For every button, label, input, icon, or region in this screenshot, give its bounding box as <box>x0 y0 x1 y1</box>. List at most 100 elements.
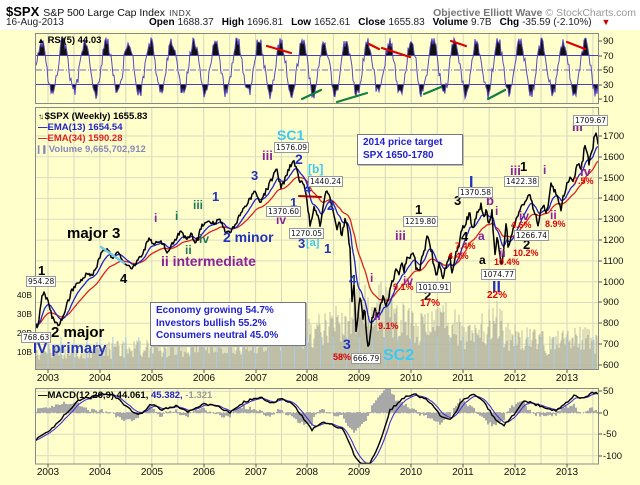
wave-annotation: 3 <box>298 236 306 251</box>
volume-axis-label: 40B <box>16 290 32 300</box>
wave-annotation: 2 <box>327 197 335 213</box>
symbol: $SPX <box>6 4 40 19</box>
wave-annotation: 1 <box>212 189 220 204</box>
x-axis-label: 2012 <box>503 467 527 478</box>
wave-annotation: i <box>495 204 499 218</box>
wave-annotation: 1 <box>324 241 332 256</box>
price-callout: 1709.67 <box>573 115 609 127</box>
wave-annotation: [b] <box>308 162 324 176</box>
brand-name: Objective Elliott Wave <box>433 7 543 19</box>
x-axis-label: 2013 <box>555 373 579 384</box>
quote-field-open: Open 1688.37 <box>149 17 214 28</box>
wave-annotation: [a] <box>306 237 320 249</box>
wave-annotation: a <box>478 229 485 243</box>
x-axis-label: 2005 <box>140 373 164 384</box>
y-axis-label: 1200 <box>603 235 625 246</box>
price-callout: 768.63 <box>21 332 52 344</box>
rsi-legend-label: RSI(5) 44.03 <box>47 35 102 46</box>
wave-annotation: 7.5% <box>573 176 594 186</box>
wave-annotation: 4 <box>120 271 128 286</box>
wave-annotation: ii <box>550 208 557 222</box>
wave-annotation: 1 <box>520 159 528 174</box>
price-target-box: 2014 price target SPX 1650-1780 <box>357 134 463 165</box>
wave-annotation: 3 <box>251 168 259 183</box>
ema13-line-icon: — <box>38 122 48 133</box>
y-axis-label: -100 <box>603 451 623 462</box>
wave-annotation: i <box>370 271 374 285</box>
rsi-legend: ▲ RSI(5) 44.03 <box>37 35 101 46</box>
x-axis-label: 2007 <box>244 467 268 478</box>
price-callout: 1074.77 <box>481 269 517 281</box>
quote-field-label: Volume <box>432 17 469 28</box>
wave-annotation: IV primary <box>33 340 107 357</box>
wave-annotation: i <box>175 209 179 223</box>
x-axis-label: 2006 <box>192 373 216 384</box>
x-axis-label: 2009 <box>347 467 371 478</box>
price-callout: 1576.09 <box>274 142 310 154</box>
x-axis-label: 2009 <box>347 373 371 384</box>
wave-annotation: iii <box>572 119 583 134</box>
wave-annotation: 2 major <box>51 324 105 341</box>
y-axis-label: 1300 <box>603 214 625 225</box>
wave-annotation: 22% <box>487 290 508 301</box>
y-axis-label: 900 <box>603 297 619 308</box>
quote-field-value: 1696.81 <box>246 17 284 28</box>
x-axis-label: 2004 <box>88 373 112 384</box>
wave-annotation: ii <box>374 309 381 323</box>
macd-legend-hist: -1.321 <box>185 390 213 401</box>
price-callout: 1422.38 <box>504 176 540 188</box>
y-axis-label: 70 <box>603 51 614 62</box>
y-axis-label: 800 <box>603 318 619 329</box>
y-axis-label: -50 <box>603 429 617 440</box>
y-axis-label: 10 <box>603 94 614 105</box>
volume-axis-label: 30B <box>16 309 32 319</box>
wave-annotation: b <box>486 193 494 208</box>
y-axis-label: 1400 <box>603 193 625 204</box>
wave-annotation: iv <box>199 232 210 246</box>
quote-field-label: Close <box>358 17 386 28</box>
note-line: Economy growing 54.7% <box>156 305 274 316</box>
price-callout: 954.28 <box>26 276 57 288</box>
quote-field-value: 1652.61 <box>314 17 351 28</box>
wave-annotation: I <box>469 174 474 191</box>
wave-annotation: II <box>492 279 501 296</box>
spx-legend-label: $SPX (Weekly) 1655.83 <box>44 111 148 122</box>
quote-field-label: Open <box>149 17 175 28</box>
wave-annotation: 10.2% <box>513 248 539 258</box>
wave-annotation: 58% <box>333 352 352 362</box>
wave-annotation: i <box>154 211 158 225</box>
volume-axis-label: 10B <box>16 347 32 357</box>
quote-field-value: 9.7B <box>471 17 492 28</box>
y-axis-label: 1100 <box>603 256 624 267</box>
y-axis-label: 90 <box>603 36 614 47</box>
y-axis-label: 1700 <box>603 131 625 142</box>
wave-annotation: iv <box>403 274 414 288</box>
chart-header: $SPX S&P 500 Large Cap Index INDX Objectiv… <box>6 3 636 21</box>
wave-annotation: 4 <box>304 181 312 196</box>
wave-annotation: 2 <box>523 237 531 252</box>
y-axis-label: 50 <box>603 386 614 397</box>
macd-line-icon: — <box>38 390 48 401</box>
y-axis-label: 30 <box>603 80 614 91</box>
quote-date: 16-Aug-2013 <box>6 17 64 28</box>
x-axis-label: 2013 <box>555 467 579 478</box>
change-down-arrow-icon: ▼ <box>601 17 611 27</box>
ema34-legend-label: EMA(34) 1590.28 <box>47 133 123 144</box>
brand-site: © StockCharts.com <box>545 7 636 19</box>
x-axis-label: 2005 <box>140 467 164 478</box>
price-callout: 1370.58 <box>458 187 494 199</box>
macd-legend-main: MACD(12,26,9) 44.061, <box>47 390 149 401</box>
wave-annotation: 2 <box>295 151 303 167</box>
y-axis-label: 600 <box>603 360 619 371</box>
wave-annotation: iii <box>395 228 406 243</box>
wave-annotation: 4 <box>461 229 469 244</box>
price-callout: 1219.80 <box>403 216 439 228</box>
wave-annotation: iv <box>276 213 287 227</box>
price-callout: 1010.91 <box>416 282 452 294</box>
wave-annotation: iii <box>193 198 204 212</box>
price-callout: 1270.05 <box>289 228 325 240</box>
wave-annotation: ii <box>499 246 506 260</box>
volume-legend-label: Volume 9,665,702,912 <box>48 144 146 155</box>
note-line: Consumers neutral 45.0% <box>156 330 279 341</box>
